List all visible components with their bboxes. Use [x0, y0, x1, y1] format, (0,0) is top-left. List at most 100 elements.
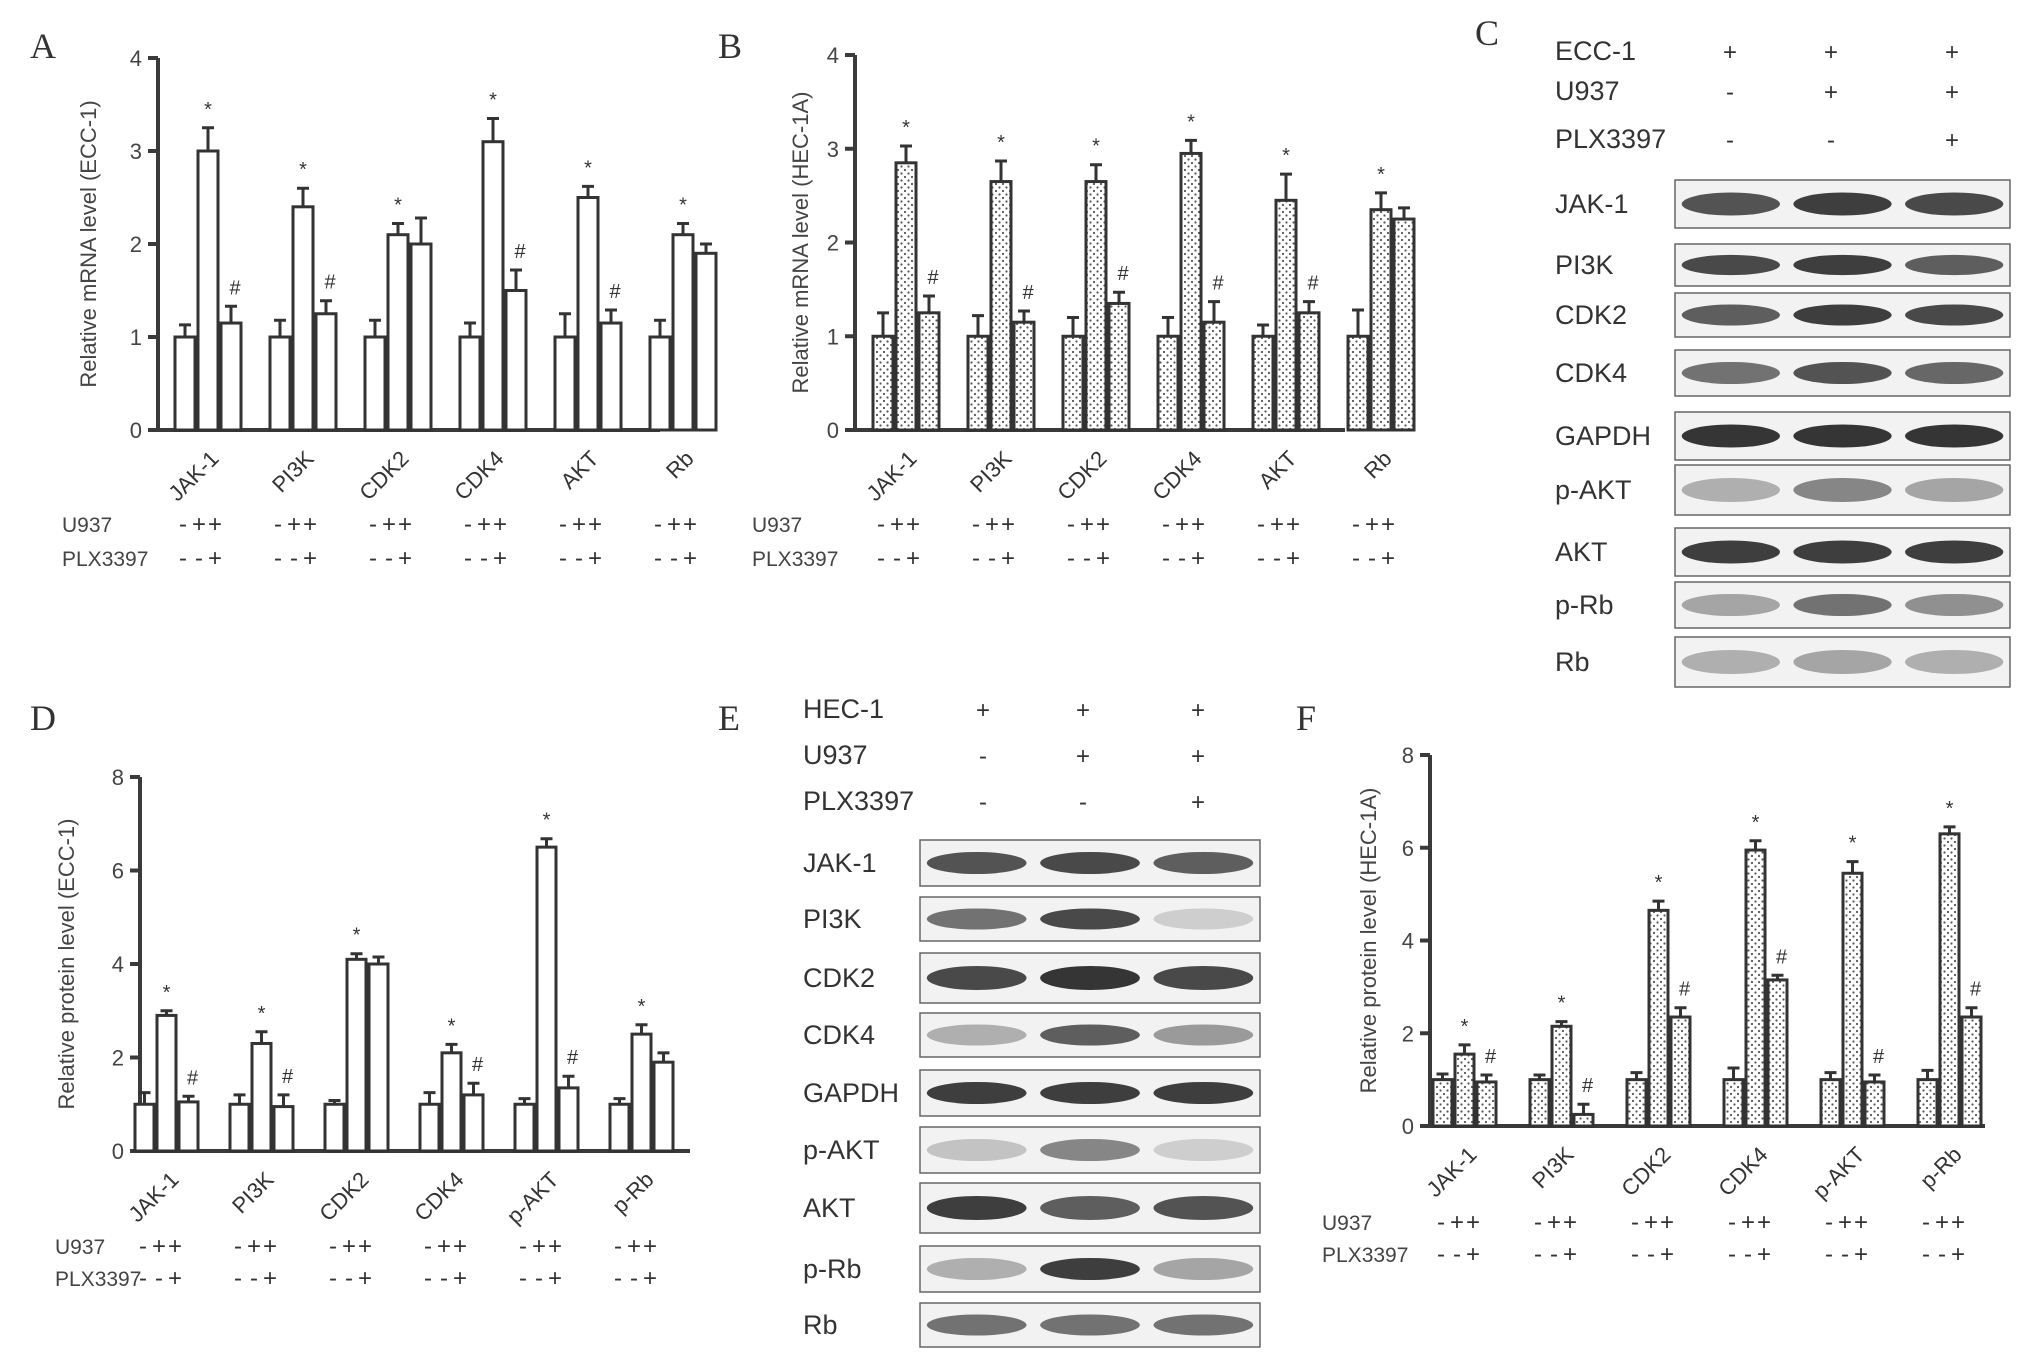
error-bar — [277, 1093, 290, 1107]
condition-sign: + — [398, 511, 412, 538]
blot-band — [1040, 851, 1140, 875]
blot-band — [926, 1196, 1027, 1220]
error-bar — [1674, 1006, 1687, 1018]
blot-band — [1681, 361, 1780, 385]
condition-sign: + — [1080, 511, 1094, 538]
condition-sign: + — [1191, 545, 1205, 572]
panel-label: C — [1475, 13, 1499, 53]
condition-sign: + — [588, 545, 602, 572]
bar — [1012, 320, 1036, 432]
bar — [250, 1041, 273, 1153]
bar — [1550, 1024, 1573, 1128]
blot-band — [926, 1257, 1027, 1281]
bar — [1061, 334, 1085, 432]
condition-sign: - — [424, 1265, 432, 1292]
condition-sign: + — [208, 545, 222, 572]
error-bar — [613, 1097, 626, 1105]
bar — [291, 205, 315, 432]
error-bar — [510, 268, 522, 291]
condition-sign: + — [1001, 545, 1015, 572]
condition-sign: - — [630, 1265, 638, 1292]
condition-sign: - — [1744, 1241, 1752, 1268]
condition-sign: - — [1841, 1241, 1849, 1268]
protein-label: PI3K — [1555, 250, 1614, 280]
significance-hash: # — [282, 1066, 294, 1088]
condition-sign: - — [1728, 1209, 1736, 1236]
y-tick-label: 2 — [827, 231, 839, 256]
bar — [1744, 848, 1767, 1128]
condition-sign: - — [1534, 1241, 1542, 1268]
condition-sign: - — [1083, 545, 1091, 572]
condition-sign: - — [234, 1233, 242, 1260]
condition-sign: + — [1951, 1209, 1965, 1236]
significance-hash: # — [1022, 282, 1034, 304]
condition-sign: - — [1534, 1209, 1542, 1236]
bar — [367, 962, 390, 1153]
condition-sign: - — [972, 511, 980, 538]
error-bar — [1113, 290, 1125, 304]
protein-label: AKT — [1555, 537, 1608, 567]
bar — [652, 1060, 675, 1153]
error-bar — [328, 1099, 341, 1105]
error-bar — [350, 952, 363, 960]
bar — [363, 335, 387, 432]
error-bar — [487, 116, 499, 142]
significance-hash: # — [1485, 1046, 1497, 1068]
condition-sign: + — [667, 511, 681, 538]
error-bar — [1458, 1043, 1471, 1055]
y-tick-label: 6 — [112, 859, 124, 884]
error-bar — [445, 1042, 458, 1053]
bar — [966, 334, 990, 432]
condition-sign: - — [1922, 1209, 1930, 1236]
error-bar — [182, 1094, 195, 1102]
bar — [576, 196, 600, 432]
condition-sign: + — [1286, 511, 1300, 538]
condition-sign: + — [1563, 1241, 1577, 1268]
condition-sign: + — [683, 511, 697, 538]
y-axis-label: Relative protein level (HEC-1A) — [1356, 788, 1381, 1094]
significance-hash: # — [324, 272, 336, 294]
error-bar — [179, 323, 191, 337]
protein-label: GAPDH — [1555, 421, 1651, 451]
error-bar — [1208, 300, 1220, 323]
condition-sign: - — [195, 545, 203, 572]
bar — [314, 312, 338, 432]
bar — [1916, 1078, 1939, 1128]
panel-label: E — [718, 698, 740, 738]
bar — [671, 233, 695, 432]
condition-sign: + — [1660, 1209, 1674, 1236]
protein-label: p-AKT — [803, 1135, 880, 1165]
significance-star: * — [1558, 993, 1566, 1015]
condition-sign: + — [1741, 1209, 1755, 1236]
bar — [648, 335, 672, 432]
condition-sign: - — [385, 545, 393, 572]
condition-sign: + — [168, 1265, 182, 1292]
error-bar — [677, 222, 689, 235]
condition-sign: + — [493, 511, 507, 538]
x-tick-label: p-Rb — [607, 1167, 658, 1218]
condition-sign: + — [1381, 545, 1395, 572]
x-tick-label: CDK2 — [354, 446, 413, 505]
blot-band — [1153, 1196, 1254, 1220]
significance-hash: # — [1582, 1075, 1594, 1097]
bar — [1841, 871, 1864, 1128]
significance-star: * — [204, 99, 212, 121]
condition-sign: + — [890, 511, 904, 538]
y-tick-label: 1 — [130, 325, 142, 350]
error-bar — [464, 321, 476, 337]
condition-sign: - — [1550, 1241, 1558, 1268]
blot-band — [1905, 424, 2004, 448]
error-bar — [1555, 1020, 1568, 1027]
bar-chart: 0 1 2 3 4 Relative mRNA level (ECC-1) * # JAK-1 -… — [62, 46, 718, 572]
blot-condition-sign: + — [1723, 39, 1737, 66]
condition-sign: - — [329, 1233, 337, 1260]
condition-sign: - — [234, 1265, 242, 1292]
condition-label: U937 — [1322, 1212, 1372, 1235]
error-bar — [1965, 1006, 1978, 1018]
condition-sign: - — [1922, 1241, 1930, 1268]
y-tick-label: 2 — [112, 1046, 124, 1071]
bar — [440, 1051, 463, 1153]
x-tick-label: PI3K — [965, 446, 1017, 498]
bar — [1722, 1078, 1745, 1128]
condition-sign: + — [1191, 511, 1205, 538]
